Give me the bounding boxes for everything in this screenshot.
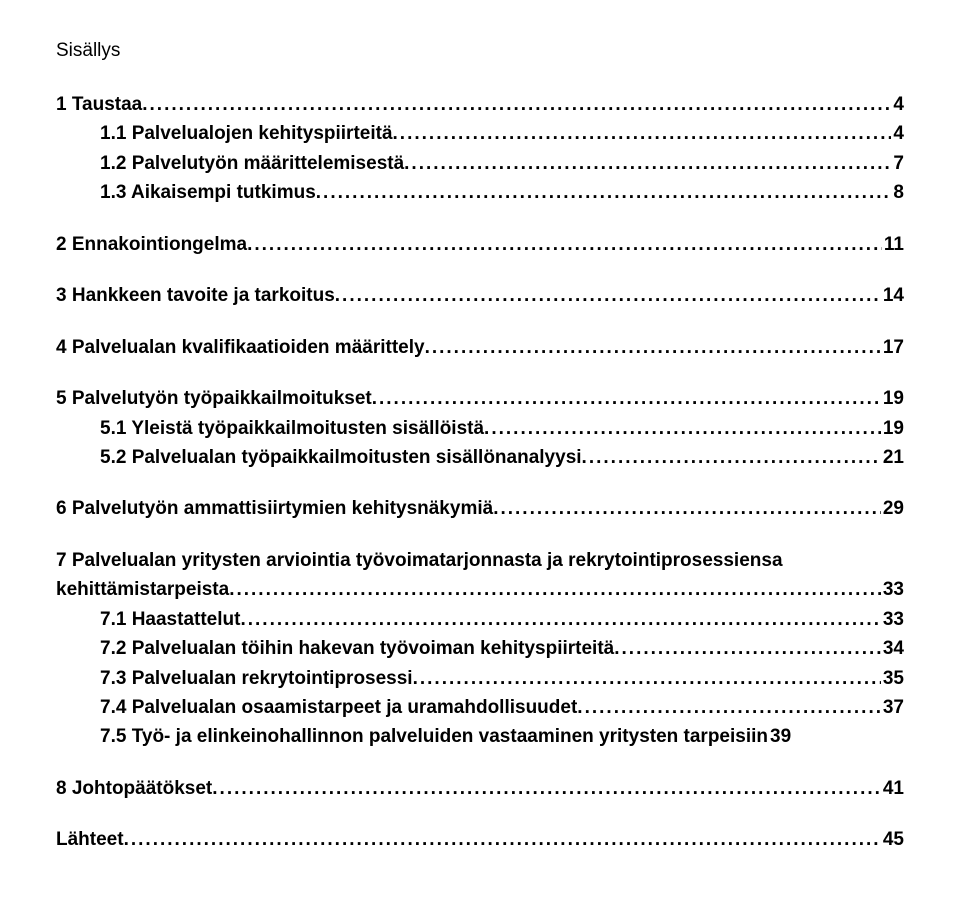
toc-entry-page: 4 bbox=[891, 90, 904, 119]
toc-section: 2 Ennakointiongelma 11 bbox=[56, 230, 904, 259]
toc-entry-page: 21 bbox=[881, 443, 904, 472]
toc-entry-label: 7 Palvelualan yritysten arviointia työvo… bbox=[56, 546, 783, 575]
toc-entry: 1.1 Palvelualojen kehityspiirteitä 4 bbox=[56, 119, 904, 148]
toc-dots bbox=[247, 230, 882, 259]
toc-entry-page: 7 bbox=[891, 149, 904, 178]
toc-dots bbox=[142, 90, 891, 119]
toc-entry-label: Lähteet bbox=[56, 825, 124, 854]
toc-dots bbox=[124, 825, 881, 854]
toc-entry-page: 45 bbox=[881, 825, 904, 854]
toc-entry: 8 Johtopäätökset 41 bbox=[56, 774, 904, 803]
toc-entry: Lähteet 45 bbox=[56, 825, 904, 854]
toc-dots bbox=[577, 693, 881, 722]
toc-entry-page: 4 bbox=[891, 119, 904, 148]
toc-entry: 7.1 Haastattelut 33 bbox=[56, 605, 904, 634]
toc-dots bbox=[372, 384, 881, 413]
toc-entry-label: 5.2 Palvelualan työpaikkailmoitusten sis… bbox=[100, 443, 582, 472]
toc-entry-page: 33 bbox=[881, 605, 904, 634]
toc-entry: 7.5 Työ- ja elinkeinohallinnon palveluid… bbox=[56, 722, 904, 751]
toc-dots bbox=[404, 149, 891, 178]
toc-entry-label: kehittämistarpeista bbox=[56, 575, 229, 604]
toc-entry: 1.3 Aikaisempi tutkimus 8 bbox=[56, 178, 904, 207]
toc-entry-label: 5.1 Yleistä työpaikkailmoitusten sisällö… bbox=[100, 414, 484, 443]
toc-entry: 1 Taustaa 4 bbox=[56, 90, 904, 119]
toc-entry-page: 29 bbox=[881, 494, 904, 523]
toc-dots bbox=[212, 774, 881, 803]
toc-dots bbox=[413, 664, 881, 693]
toc-entry-page: 19 bbox=[881, 384, 904, 413]
toc-entry: 7.2 Palvelualan töihin hakevan työvoiman… bbox=[56, 634, 904, 663]
toc-section: 6 Palvelutyön ammattisiirtymien kehitysn… bbox=[56, 494, 904, 523]
toc-container: 1 Taustaa41.1 Palvelualojen kehityspiirt… bbox=[56, 90, 904, 855]
toc-title: Sisällys bbox=[56, 40, 904, 62]
toc-entry-label: 6 Palvelutyön ammattisiirtymien kehitysn… bbox=[56, 494, 493, 523]
toc-entry-label: 1.2 Palvelutyön määrittelemisestä bbox=[100, 149, 404, 178]
toc-entry-page: 33 bbox=[881, 575, 904, 604]
toc-entry-page: 14 bbox=[881, 281, 904, 310]
toc-dots bbox=[229, 575, 881, 604]
toc-dots bbox=[484, 414, 881, 443]
toc-entry-page: 39 bbox=[768, 722, 791, 751]
toc-entry-page: 37 bbox=[881, 693, 904, 722]
toc-entry: 7.4 Palvelualan osaamistarpeet ja uramah… bbox=[56, 693, 904, 722]
toc-entry: 6 Palvelutyön ammattisiirtymien kehitysn… bbox=[56, 494, 904, 523]
toc-entry-page: 11 bbox=[882, 230, 904, 259]
toc-entry-label: 1.3 Aikaisempi tutkimus bbox=[100, 178, 316, 207]
toc-section: 8 Johtopäätökset 41 bbox=[56, 774, 904, 803]
toc-entry-page: 41 bbox=[881, 774, 904, 803]
toc-section: 4 Palvelualan kvalifikaatioiden määritte… bbox=[56, 333, 904, 362]
toc-section: 1 Taustaa41.1 Palvelualojen kehityspiirt… bbox=[56, 90, 904, 208]
toc-section: 3 Hankkeen tavoite ja tarkoitus 14 bbox=[56, 281, 904, 310]
toc-entry-page: 19 bbox=[881, 414, 904, 443]
toc-entry: 3 Hankkeen tavoite ja tarkoitus 14 bbox=[56, 281, 904, 310]
toc-entry: 5.2 Palvelualan työpaikkailmoitusten sis… bbox=[56, 443, 904, 472]
toc-dots bbox=[335, 281, 881, 310]
toc-entry-page: 17 bbox=[881, 333, 904, 362]
toc-entry: 7.3 Palvelualan rekrytointiprosessi 35 bbox=[56, 664, 904, 693]
toc-entry-label: 1 Taustaa bbox=[56, 90, 142, 119]
toc-section: 7 Palvelualan yritysten arviointia työvo… bbox=[56, 546, 904, 752]
toc-entry-label: 7.4 Palvelualan osaamistarpeet ja uramah… bbox=[100, 693, 577, 722]
toc-section: 5 Palvelutyön työpaikkailmoitukset 19 5.1 … bbox=[56, 384, 904, 472]
toc-section: Lähteet 45 bbox=[56, 825, 904, 854]
toc-dots bbox=[240, 605, 880, 634]
toc-entry: 1.2 Palvelutyön määrittelemisestä 7 bbox=[56, 149, 904, 178]
toc-entry: kehittämistarpeista 33 bbox=[56, 575, 904, 604]
toc-entry-label: 7.2 Palvelualan töihin hakevan työvoiman… bbox=[100, 634, 614, 663]
toc-entry: 5 Palvelutyön työpaikkailmoitukset 19 bbox=[56, 384, 904, 413]
toc-entry-label: 7.5 Työ- ja elinkeinohallinnon palveluid… bbox=[100, 722, 768, 751]
toc-dots bbox=[425, 333, 881, 362]
toc-entry-label: 1.1 Palvelualojen kehityspiirteitä bbox=[100, 119, 393, 148]
toc-entry: 5.1 Yleistä työpaikkailmoitusten sisällö… bbox=[56, 414, 904, 443]
toc-entry-label: 8 Johtopäätökset bbox=[56, 774, 212, 803]
toc-dots bbox=[493, 494, 881, 523]
toc-entry-label: 2 Ennakointiongelma bbox=[56, 230, 247, 259]
toc-entry: 4 Palvelualan kvalifikaatioiden määritte… bbox=[56, 333, 904, 362]
toc-entry-label: 5 Palvelutyön työpaikkailmoitukset bbox=[56, 384, 372, 413]
toc-entry-label: 7.3 Palvelualan rekrytointiprosessi bbox=[100, 664, 413, 693]
toc-dots bbox=[582, 443, 881, 472]
toc-dots bbox=[393, 119, 892, 148]
toc-entry-page: 35 bbox=[881, 664, 904, 693]
toc-dots bbox=[316, 178, 892, 207]
toc-entry: 7 Palvelualan yritysten arviointia työvo… bbox=[56, 546, 904, 575]
toc-entry-page: 8 bbox=[891, 178, 904, 207]
toc-dots bbox=[614, 634, 881, 663]
toc-entry-label: 7.1 Haastattelut bbox=[100, 605, 240, 634]
toc-entry-label: 3 Hankkeen tavoite ja tarkoitus bbox=[56, 281, 335, 310]
toc-entry-page: 34 bbox=[881, 634, 904, 663]
toc-entry-label: 4 Palvelualan kvalifikaatioiden määritte… bbox=[56, 333, 425, 362]
toc-entry: 2 Ennakointiongelma 11 bbox=[56, 230, 904, 259]
